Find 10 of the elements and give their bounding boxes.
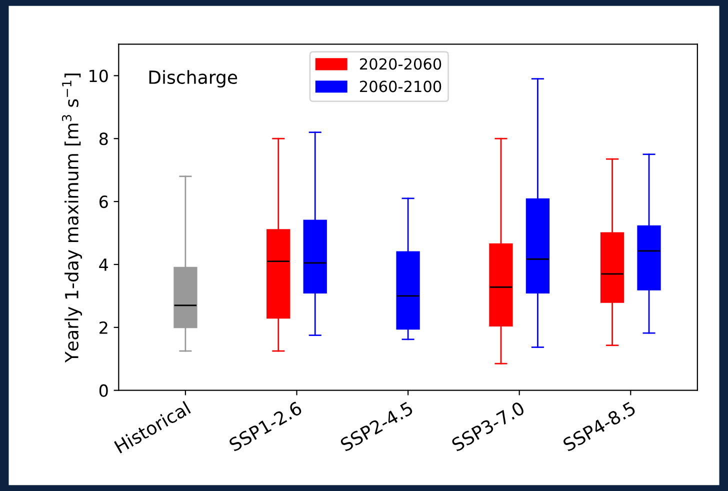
legend-label: 2060-2100 — [360, 80, 442, 92]
y-tick-label: 10 — [90, 70, 108, 82]
y-tick-label: 2 — [100, 321, 108, 334]
legend-label: 2020-2060 — [360, 58, 442, 70]
y-tick-label: 6 — [100, 195, 108, 208]
y-axis-title: Yearly 1-day maximum [m$^{3}$ s$^{−1}$] — [62, 74, 82, 363]
annotation: Discharge — [149, 70, 238, 88]
y-tick-label: 0 — [99, 384, 108, 397]
y-tick-label: 4 — [99, 258, 108, 271]
y-tick-label: 8 — [99, 132, 108, 146]
